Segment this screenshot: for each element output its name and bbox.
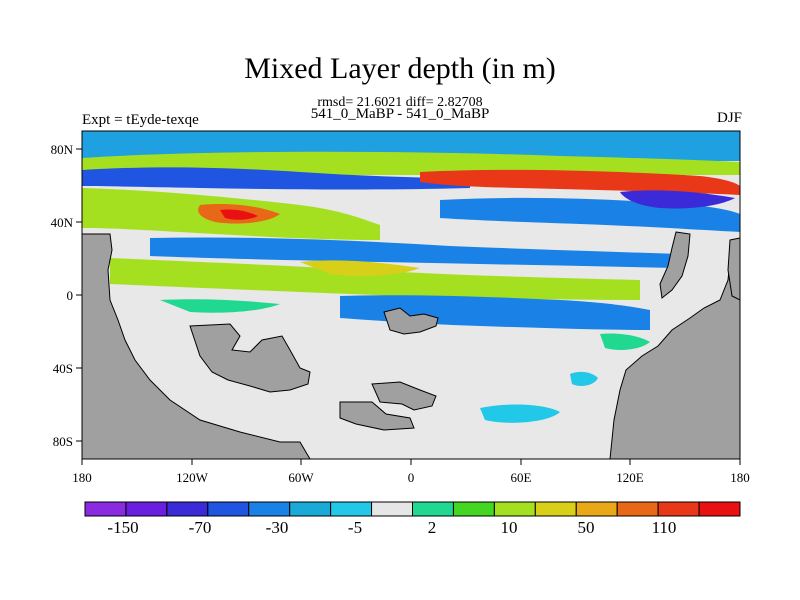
- colorbar-box: [452, 501, 495, 517]
- colorbar-box: [698, 501, 741, 517]
- colorbar-label: -70: [189, 518, 212, 537]
- experiment-label: Expt = tEyde-texqe: [82, 112, 199, 128]
- colorbar-box: [493, 501, 536, 517]
- colorbar-box: [616, 501, 659, 517]
- ocean-field: [82, 131, 740, 423]
- colorbar-box: [289, 501, 332, 517]
- colorbar-box: [534, 501, 577, 517]
- colorbar-box: [166, 501, 209, 517]
- lat-tick-label: 80S: [53, 434, 73, 449]
- land-east-edge: [727, 237, 741, 301]
- colorbar-box: [330, 501, 373, 517]
- colorbar-boxes: [84, 501, 741, 517]
- lon-tick-label: 180: [72, 470, 92, 485]
- land-island-b: [339, 401, 415, 431]
- colorbar: -150 -70 -30 -5 2 10 50 110: [84, 501, 741, 537]
- colorbar-box: [84, 501, 127, 517]
- land-africa-tip: [383, 307, 439, 335]
- colorbar-box: [125, 501, 168, 517]
- lon-tick-label: 60E: [511, 470, 532, 485]
- lon-tick-label: 60W: [288, 470, 314, 485]
- plot-subtitle: 541_0_MaBP - 541_0_MaBP: [310, 106, 490, 122]
- plot-title: Mixed Layer depth (in m): [244, 52, 556, 85]
- stats-line: rmsd= 21.6021 diff= 2.82708: [317, 95, 483, 110]
- lon-tick-label: 120E: [616, 470, 644, 485]
- colorbar-box: [207, 501, 250, 517]
- lat-tick-label: 40S: [53, 361, 73, 376]
- land-west: [81, 233, 311, 460]
- lat-tick-label: 40N: [51, 215, 74, 230]
- colorbar-box: [575, 501, 618, 517]
- colorbar-label: 50: [578, 518, 595, 537]
- lat-tick-labels: 80N 40N 0 40S 80S: [51, 142, 74, 449]
- lat-tick-label: 0: [67, 288, 74, 303]
- colorbar-label: -5: [348, 518, 362, 537]
- colorbar-box: [248, 501, 291, 517]
- lon-tick-label: 180: [730, 470, 750, 485]
- colorbar-label: 10: [501, 518, 518, 537]
- land-south-america: [189, 323, 311, 393]
- season-label: DJF: [716, 110, 742, 126]
- colorbar-box: [657, 501, 700, 517]
- colorbar-labels: -150 -70 -30 -5 2 10 50 110: [107, 518, 676, 537]
- map-ticks: [76, 148, 741, 465]
- map-panel: 180 120W 60W 0 60E 120E 180 80N 40N 0 40…: [51, 130, 750, 485]
- land-mask: [81, 231, 741, 460]
- colorbar-box: [412, 501, 454, 517]
- colorbar-label: 2: [428, 518, 437, 537]
- land-east-peninsula: [659, 231, 691, 299]
- colorbar-label: -30: [266, 518, 289, 537]
- lon-tick-label: 0: [408, 470, 415, 485]
- lat-tick-label: 80N: [51, 142, 74, 157]
- colorbar-label: -150: [107, 518, 138, 537]
- colorbar-label: 110: [652, 518, 677, 537]
- lon-tick-label: 120W: [176, 470, 209, 485]
- land-island-a: [371, 381, 437, 411]
- colorbar-box: [371, 501, 413, 517]
- lon-tick-labels: 180 120W 60W 0 60E 120E 180: [72, 470, 750, 485]
